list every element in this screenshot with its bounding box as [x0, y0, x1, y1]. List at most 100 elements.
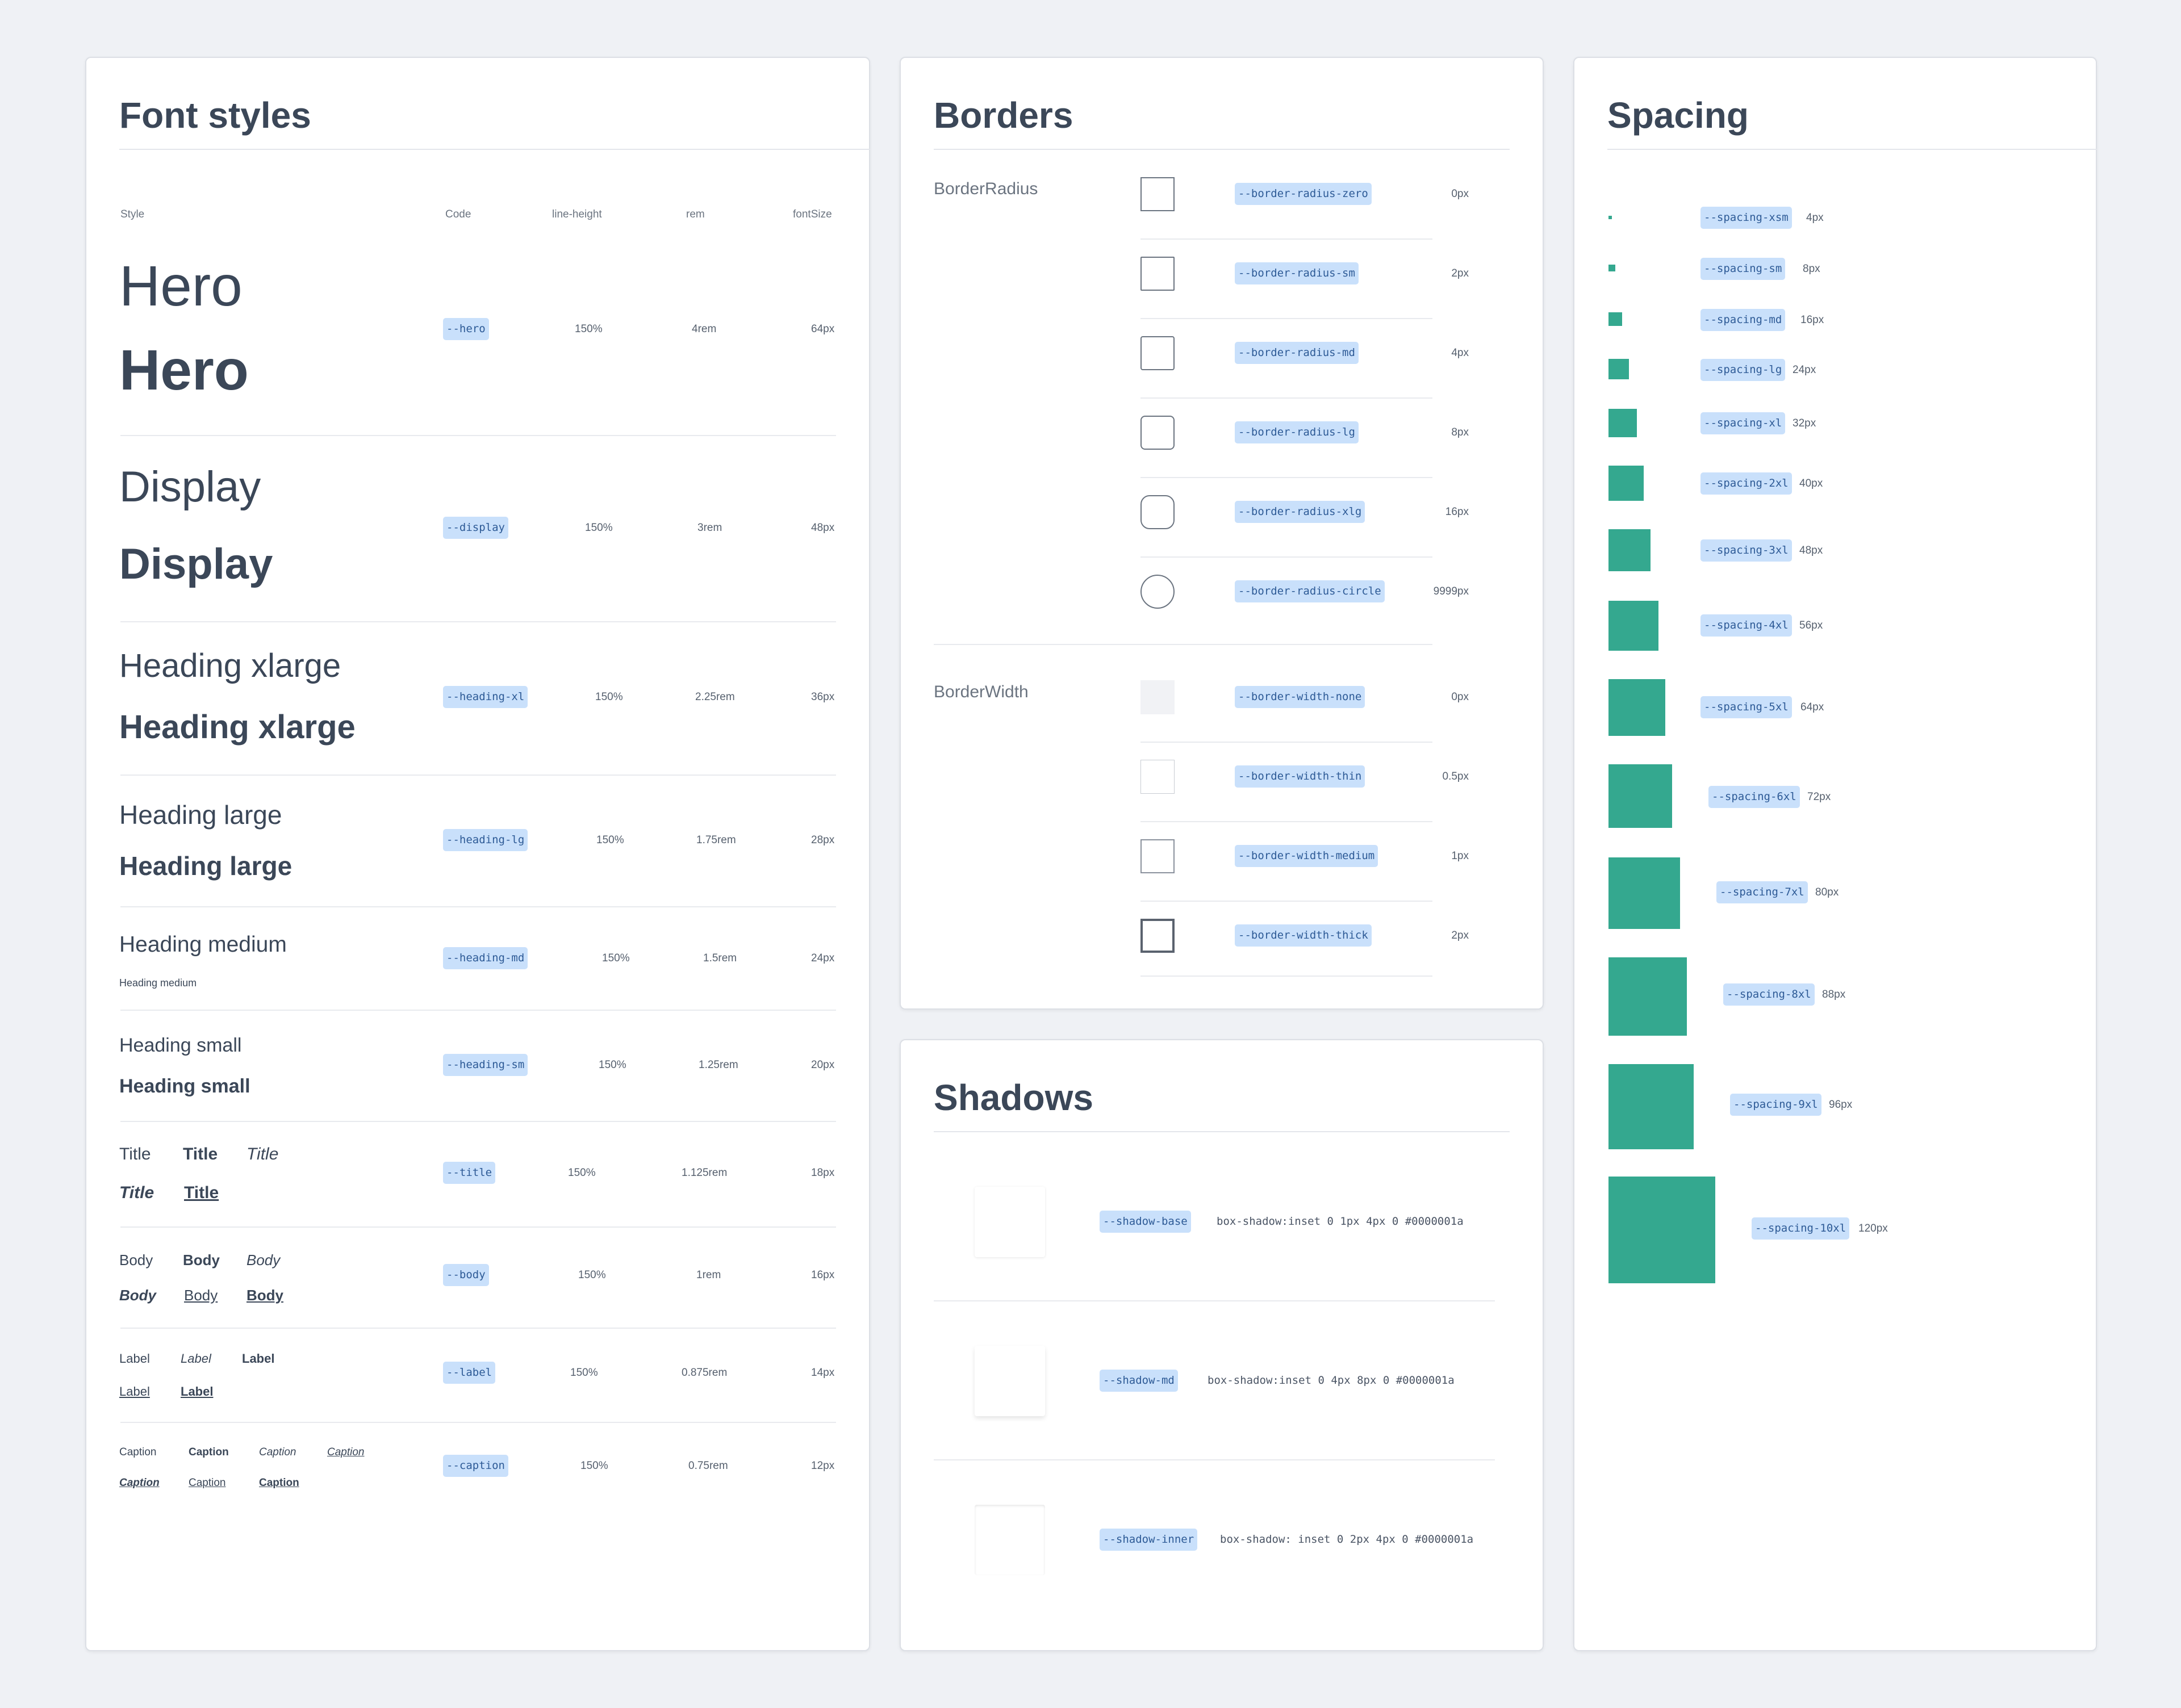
- font-styles-card: Font styles Style Code line-height rem f…: [85, 57, 870, 1651]
- caption-bold-italic-underline-sample: Caption: [119, 1477, 160, 1489]
- border-width-thick-swatch: [1140, 919, 1175, 953]
- line-height-display: 150%: [585, 522, 613, 534]
- spacing-6xl-value: 72px: [1807, 791, 1831, 803]
- border-width-none-swatch: [1140, 680, 1175, 714]
- spacing-8xl-value: 88px: [1822, 989, 1846, 1000]
- code-pill-spacing-3xl: --spacing-3xl: [1700, 539, 1792, 562]
- row-divider: [1140, 238, 1432, 240]
- display-regular-sample: Display: [119, 463, 261, 511]
- label-bold-sample: Label: [242, 1351, 275, 1366]
- border-radius-xlg-value: 16px: [1445, 506, 1469, 518]
- rem-body: 1rem: [696, 1269, 721, 1281]
- rem-caption: 0.75rem: [688, 1460, 728, 1472]
- spacing-sm-value: 8px: [1803, 263, 1820, 275]
- label-regular-sample: Label: [119, 1351, 150, 1366]
- spacing-sm-swatch: [1608, 265, 1615, 271]
- fontsize-heading-xl: 36px: [811, 691, 835, 703]
- border-radius-zero-value: 0px: [1451, 188, 1469, 200]
- row-divider: [120, 621, 836, 622]
- caption-bold-sample: Caption: [189, 1446, 229, 1458]
- border-radius-sm-swatch: [1140, 257, 1175, 291]
- spacing-lg-swatch: [1608, 359, 1629, 379]
- rem-heading-xl: 2.25rem: [695, 691, 735, 703]
- heading-xl-bold-sample: Heading xlarge: [119, 709, 356, 746]
- spacing-7xl-swatch: [1608, 857, 1680, 929]
- code-pill-border-radius-sm: --border-radius-sm: [1235, 262, 1359, 284]
- fontsize-title: 18px: [811, 1167, 835, 1179]
- rem-heading-sm: 1.25rem: [699, 1059, 738, 1071]
- line-height-body: 150%: [578, 1269, 606, 1281]
- spacing-4xl-swatch: [1608, 601, 1658, 651]
- spacing-10xl-value: 120px: [1858, 1223, 1888, 1234]
- column-header-code: Code: [445, 208, 471, 220]
- line-height-hero: 150%: [575, 323, 603, 335]
- code-pill-spacing-5xl: --spacing-5xl: [1700, 696, 1792, 718]
- code-pill-spacing-sm: --spacing-sm: [1700, 258, 1786, 280]
- spacing-9xl-value: 96px: [1829, 1099, 1853, 1111]
- shadow-md-css: box-shadow:inset 0 4px 8px 0 #0000001a: [1208, 1374, 1455, 1387]
- row-divider: [1140, 976, 1432, 977]
- row-divider: [120, 435, 836, 436]
- line-height-heading-xl: 150%: [595, 691, 623, 703]
- column-header-fontsize: fontSize: [793, 208, 832, 220]
- code-pill-spacing-9xl: --spacing-9xl: [1730, 1094, 1821, 1116]
- row-divider: [120, 1010, 836, 1011]
- shadows-title: Shadows: [934, 1077, 1093, 1118]
- rem-label: 0.875rem: [682, 1367, 728, 1379]
- code-pill-label: --label: [443, 1362, 496, 1384]
- body-bold-underline-sample: Body: [246, 1287, 283, 1304]
- fontsize-heading-lg: 28px: [811, 834, 835, 846]
- code-pill-heading-sm: --heading-sm: [443, 1054, 528, 1076]
- body-bold-italic-sample: Body: [119, 1287, 156, 1304]
- divider: [119, 149, 870, 150]
- spacing-5xl-value: 64px: [1800, 701, 1824, 713]
- shadow-inner-css: box-shadow: inset 0 2px 4px 0 #0000001a: [1220, 1533, 1474, 1546]
- code-pill-display: --display: [443, 517, 508, 539]
- border-width-thin-value: 0.5px: [1442, 771, 1469, 782]
- heading-sm-bold-sample: Heading small: [119, 1075, 250, 1097]
- title-bold-italic-sample: Title: [119, 1183, 154, 1202]
- border-radius-md-swatch: [1140, 336, 1175, 370]
- column-header-rem: rem: [686, 208, 705, 220]
- border-radius-circle-value: 9999px: [1433, 585, 1469, 597]
- row-divider: [1140, 397, 1432, 399]
- line-height-heading-lg: 150%: [596, 834, 624, 846]
- spacing-xl-swatch: [1608, 409, 1637, 437]
- fontsize-hero: 64px: [811, 323, 835, 335]
- fontsize-display: 48px: [811, 522, 835, 534]
- code-pill-border-radius-circle: --border-radius-circle: [1235, 580, 1385, 602]
- code-pill-border-radius-lg: --border-radius-lg: [1235, 421, 1359, 443]
- spacing-lg-value: 24px: [1793, 364, 1816, 376]
- code-pill-shadow-inner: --shadow-inner: [1100, 1529, 1198, 1551]
- title-regular-sample: Title: [119, 1145, 151, 1163]
- spacing-9xl-swatch: [1608, 1064, 1694, 1149]
- fontsize-caption: 12px: [811, 1460, 835, 1472]
- column-header-line-height: line-height: [552, 208, 602, 220]
- title-bold-sample: Title: [183, 1145, 218, 1163]
- border-width-medium-swatch: [1140, 839, 1175, 873]
- caption-italic-underline-sample: Caption: [327, 1446, 365, 1458]
- line-height-heading-sm: 150%: [599, 1059, 626, 1071]
- caption-underline-sample: Caption: [189, 1477, 226, 1489]
- spacing-xl-value: 32px: [1793, 417, 1816, 429]
- border-radius-xlg-swatch: [1140, 495, 1175, 529]
- borders-title: Borders: [934, 95, 1073, 136]
- code-pill-title: --title: [443, 1162, 496, 1184]
- divider: [934, 1131, 1510, 1132]
- code-pill-border-radius-xlg: --border-radius-xlg: [1235, 501, 1365, 523]
- display-bold-sample: Display: [119, 540, 273, 588]
- line-height-title: 150%: [568, 1167, 596, 1179]
- shadow-md-preview: [975, 1346, 1045, 1416]
- code-pill-border-radius-zero: --border-radius-zero: [1235, 183, 1372, 205]
- body-underline-sample: Body: [184, 1287, 218, 1304]
- hero-regular-sample: Hero: [119, 254, 243, 318]
- spacing-7xl-value: 80px: [1815, 886, 1839, 898]
- row-divider: [120, 906, 836, 907]
- code-pill-border-radius-md: --border-radius-md: [1235, 342, 1359, 364]
- spacing-2xl-value: 40px: [1799, 478, 1823, 489]
- code-pill-hero: --hero: [443, 318, 489, 340]
- hero-bold-sample: Hero: [119, 338, 249, 402]
- shadow-inner-preview: [975, 1505, 1045, 1575]
- line-height-heading-md: 150%: [602, 952, 630, 964]
- spacing-2xl-swatch: [1608, 466, 1644, 501]
